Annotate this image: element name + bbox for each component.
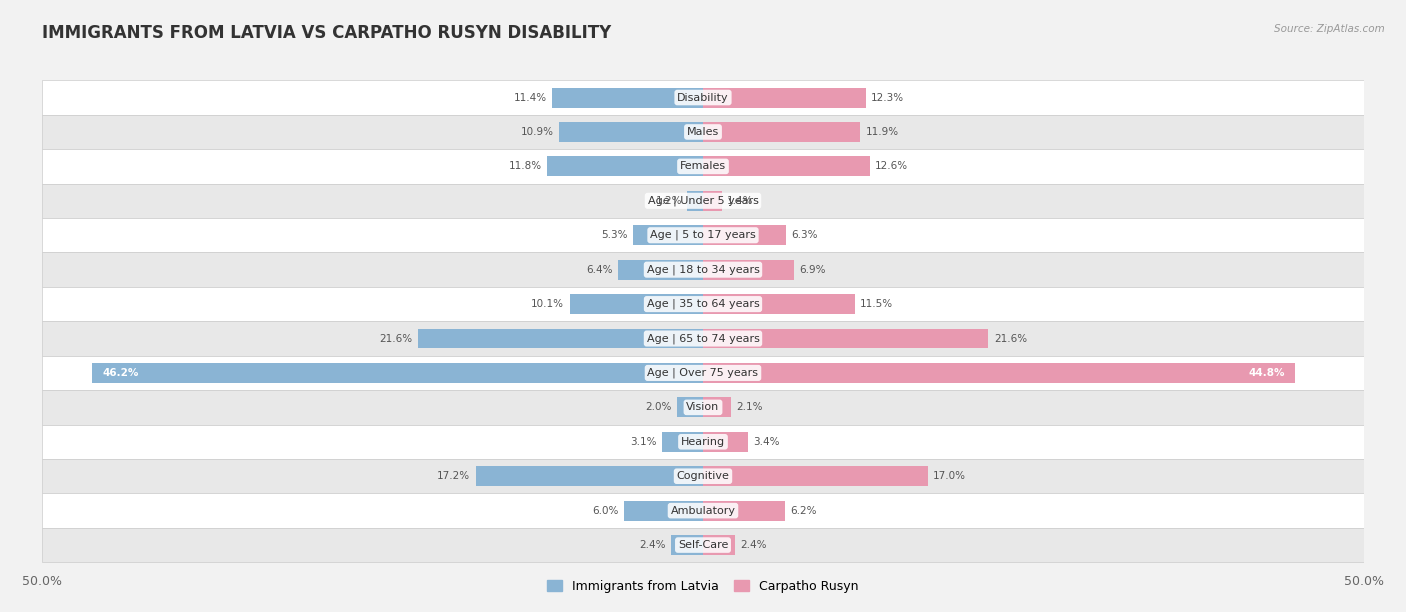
Text: Cognitive: Cognitive [676, 471, 730, 481]
Text: 2.1%: 2.1% [737, 402, 762, 412]
Text: Age | 35 to 64 years: Age | 35 to 64 years [647, 299, 759, 309]
Text: 1.2%: 1.2% [655, 196, 682, 206]
Text: Age | 18 to 34 years: Age | 18 to 34 years [647, 264, 759, 275]
Bar [703, 501, 785, 521]
Text: 17.2%: 17.2% [437, 471, 471, 481]
Text: 6.4%: 6.4% [586, 264, 613, 275]
Bar [42, 356, 1364, 390]
Bar [703, 432, 748, 452]
Bar [553, 88, 703, 108]
Bar [560, 122, 703, 142]
Bar [703, 259, 794, 280]
Text: 11.8%: 11.8% [509, 162, 541, 171]
Bar [475, 466, 703, 486]
Text: Disability: Disability [678, 92, 728, 103]
Text: 11.4%: 11.4% [515, 92, 547, 103]
Text: 5.3%: 5.3% [602, 230, 627, 241]
Bar [42, 287, 1364, 321]
Bar [619, 259, 703, 280]
Text: 21.6%: 21.6% [994, 334, 1026, 343]
Bar [703, 122, 860, 142]
Bar [703, 535, 735, 555]
Bar [42, 459, 1364, 493]
Bar [703, 363, 1295, 383]
Text: 3.4%: 3.4% [754, 437, 780, 447]
Text: 11.5%: 11.5% [860, 299, 893, 309]
Text: 2.4%: 2.4% [740, 540, 766, 550]
Bar [688, 191, 703, 211]
Text: 3.1%: 3.1% [630, 437, 657, 447]
Bar [671, 535, 703, 555]
Bar [42, 425, 1364, 459]
Bar [42, 218, 1364, 253]
Text: 2.0%: 2.0% [645, 402, 671, 412]
Text: 46.2%: 46.2% [103, 368, 139, 378]
Bar [703, 397, 731, 417]
Text: 2.4%: 2.4% [640, 540, 666, 550]
Bar [42, 184, 1364, 218]
Bar [42, 114, 1364, 149]
Bar [624, 501, 703, 521]
Text: 6.0%: 6.0% [592, 506, 619, 516]
Text: Hearing: Hearing [681, 437, 725, 447]
Bar [418, 329, 703, 348]
Bar [42, 390, 1364, 425]
Bar [676, 397, 703, 417]
Text: 44.8%: 44.8% [1249, 368, 1285, 378]
Bar [633, 225, 703, 245]
Text: Self-Care: Self-Care [678, 540, 728, 550]
Text: 12.3%: 12.3% [870, 92, 904, 103]
Text: 11.9%: 11.9% [866, 127, 898, 137]
Bar [42, 528, 1364, 562]
Text: 10.1%: 10.1% [531, 299, 564, 309]
Text: Ambulatory: Ambulatory [671, 506, 735, 516]
Text: 12.6%: 12.6% [875, 162, 908, 171]
Text: Source: ZipAtlas.com: Source: ZipAtlas.com [1274, 24, 1385, 34]
Text: Vision: Vision [686, 402, 720, 412]
Bar [93, 363, 703, 383]
Text: Age | 65 to 74 years: Age | 65 to 74 years [647, 334, 759, 344]
Text: 17.0%: 17.0% [934, 471, 966, 481]
Bar [42, 80, 1364, 115]
Bar [662, 432, 703, 452]
Bar [703, 191, 721, 211]
Text: 21.6%: 21.6% [380, 334, 412, 343]
Bar [703, 294, 855, 314]
Bar [703, 157, 869, 176]
Bar [42, 149, 1364, 184]
Bar [569, 294, 703, 314]
Text: Age | 5 to 17 years: Age | 5 to 17 years [650, 230, 756, 241]
Legend: Immigrants from Latvia, Carpatho Rusyn: Immigrants from Latvia, Carpatho Rusyn [547, 580, 859, 592]
Text: Age | Under 5 years: Age | Under 5 years [648, 196, 758, 206]
Text: Age | Over 75 years: Age | Over 75 years [648, 368, 758, 378]
Bar [703, 225, 786, 245]
Bar [547, 157, 703, 176]
Text: Males: Males [688, 127, 718, 137]
Text: 6.9%: 6.9% [800, 264, 825, 275]
Bar [703, 329, 988, 348]
Text: Females: Females [681, 162, 725, 171]
Text: 10.9%: 10.9% [520, 127, 554, 137]
Text: 6.3%: 6.3% [792, 230, 818, 241]
Bar [703, 466, 928, 486]
Bar [42, 493, 1364, 528]
Text: IMMIGRANTS FROM LATVIA VS CARPATHO RUSYN DISABILITY: IMMIGRANTS FROM LATVIA VS CARPATHO RUSYN… [42, 24, 612, 42]
Bar [703, 88, 866, 108]
Bar [42, 252, 1364, 287]
Text: 6.2%: 6.2% [790, 506, 817, 516]
Bar [42, 321, 1364, 356]
Text: 1.4%: 1.4% [727, 196, 754, 206]
